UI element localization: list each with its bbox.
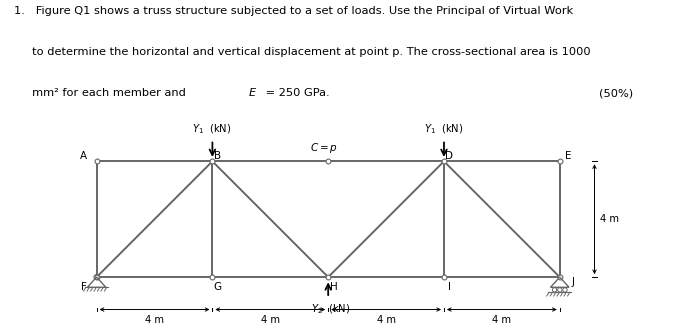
- Text: $Y_1$  (kN): $Y_1$ (kN): [192, 122, 232, 136]
- Text: D: D: [445, 151, 453, 161]
- Text: H: H: [330, 282, 337, 292]
- Text: 4 m: 4 m: [492, 315, 511, 325]
- Text: B: B: [214, 151, 221, 161]
- Text: 4 m: 4 m: [600, 214, 619, 224]
- Text: I: I: [448, 282, 450, 292]
- Text: $Y_1$  (kN): $Y_1$ (kN): [424, 122, 463, 136]
- Text: = 250 GPa.: = 250 GPa.: [262, 88, 330, 98]
- Text: (50%): (50%): [599, 88, 633, 98]
- Text: F: F: [81, 282, 87, 292]
- Text: $C = p$: $C = p$: [310, 141, 338, 155]
- Text: to determine the horizontal and vertical displacement at point p. The cross-sect: to determine the horizontal and vertical…: [14, 47, 591, 57]
- Text: 4 m: 4 m: [261, 315, 280, 325]
- Text: $Y_2$  (kN): $Y_2$ (kN): [311, 303, 350, 316]
- Text: E: E: [565, 151, 572, 161]
- Text: E: E: [248, 88, 255, 98]
- Text: J: J: [571, 277, 574, 287]
- Text: mm² for each member and: mm² for each member and: [14, 88, 189, 98]
- Text: 1.   Figure Q1 shows a truss structure subjected to a set of loads. Use the Prin: 1. Figure Q1 shows a truss structure sub…: [14, 6, 573, 16]
- Text: 4 m: 4 m: [377, 315, 396, 325]
- Text: G: G: [214, 282, 221, 292]
- Text: A: A: [80, 151, 87, 161]
- Text: 4 m: 4 m: [145, 315, 164, 325]
